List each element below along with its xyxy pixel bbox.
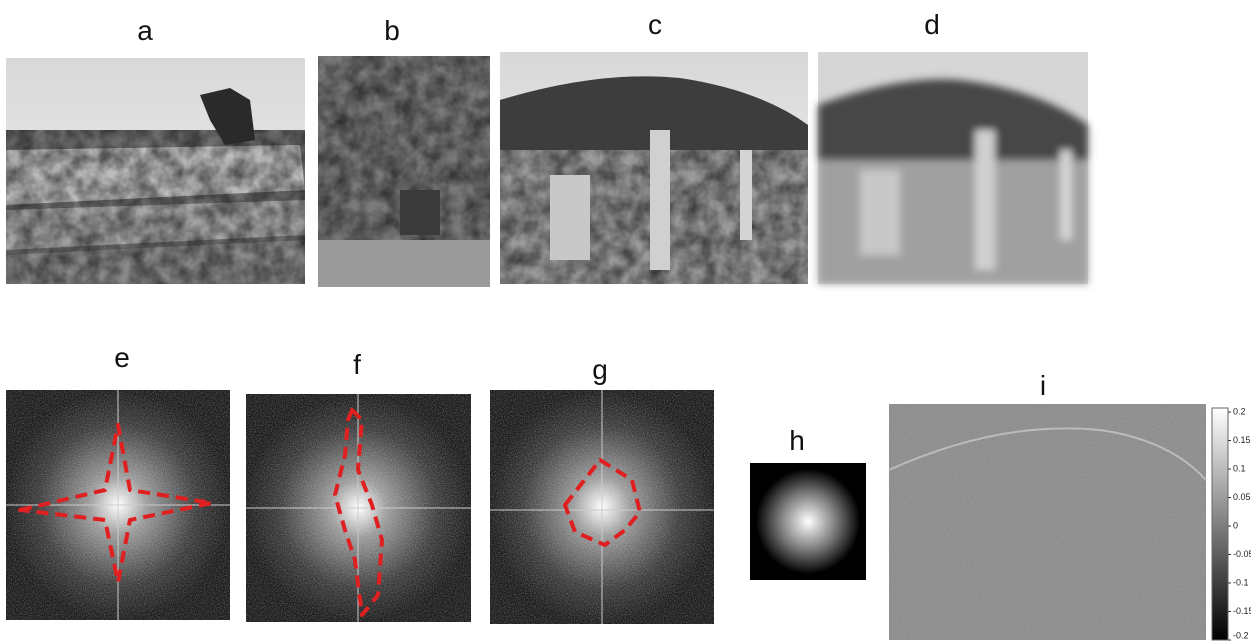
panel-label: a	[137, 15, 153, 46]
panel-label: c	[648, 9, 662, 40]
colorbar-tick-label: 0	[1233, 520, 1238, 530]
spectrum-e	[6, 390, 230, 620]
colorbar-tick-label: 0.05	[1233, 492, 1251, 502]
colorbar-tick-label: 0.1	[1233, 463, 1246, 473]
photo-d	[818, 52, 1088, 284]
colorbar-tick-label: -0.15	[1233, 606, 1251, 616]
spectrum-g	[490, 390, 714, 624]
panel-label: f	[353, 349, 361, 380]
colorbar	[1211, 407, 1229, 641]
panel-label: d	[924, 9, 940, 40]
panel-label: h	[789, 425, 805, 456]
colorbar-tick-label: -0.1	[1233, 577, 1249, 587]
photo-c	[500, 52, 808, 284]
panel-label: b	[384, 15, 400, 46]
colorbar-tick-label: 0.15	[1233, 435, 1251, 445]
colorbar-tick-label: 0.2	[1233, 406, 1246, 416]
gaussian-kernel	[750, 463, 866, 580]
spectrum-f	[246, 394, 471, 622]
colorbar-tick-label: -0.05	[1233, 549, 1251, 559]
filtered-image-i	[888, 404, 1229, 641]
photo-a	[6, 58, 305, 284]
panel-label: g	[592, 354, 608, 385]
colorbar-tick-label: -0.2	[1233, 630, 1249, 640]
panel-label: e	[114, 342, 130, 373]
photo-b	[318, 56, 490, 287]
panel-label: i	[1040, 370, 1046, 401]
